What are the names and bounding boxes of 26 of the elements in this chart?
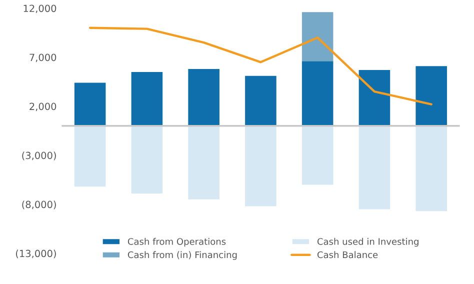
- bar: [188, 69, 220, 126]
- bar: [302, 126, 334, 185]
- y-tick-label: (13,000): [16, 250, 56, 258]
- y-tick-label: 7,000: [30, 54, 56, 62]
- y-tick-label: 12,000: [24, 4, 56, 14]
- bar: [188, 126, 220, 200]
- bar: [245, 126, 276, 206]
- bar: [245, 76, 276, 126]
- bar: [302, 61, 334, 126]
- legend-label: Cash used in Investing: [317, 238, 418, 247]
- bar: [358, 126, 390, 210]
- legend-label: Cash Balance: [317, 251, 378, 258]
- line-series: [88, 26, 432, 106]
- y-tick-label: 2,000: [30, 102, 56, 112]
- bar: [131, 126, 163, 194]
- bar: [358, 70, 390, 126]
- legend-label: Cash from (in) Financing: [128, 251, 237, 260]
- legend-label: Cash from Operations: [128, 238, 226, 247]
- bar: [74, 82, 106, 126]
- bar: [416, 126, 447, 212]
- bar: [416, 66, 447, 126]
- y-tick-label: (3,000): [22, 152, 56, 160]
- bar: [74, 126, 106, 187]
- y-tick-label: (8,000): [22, 200, 56, 210]
- bar: [131, 72, 163, 126]
- bar: [302, 12, 334, 62]
